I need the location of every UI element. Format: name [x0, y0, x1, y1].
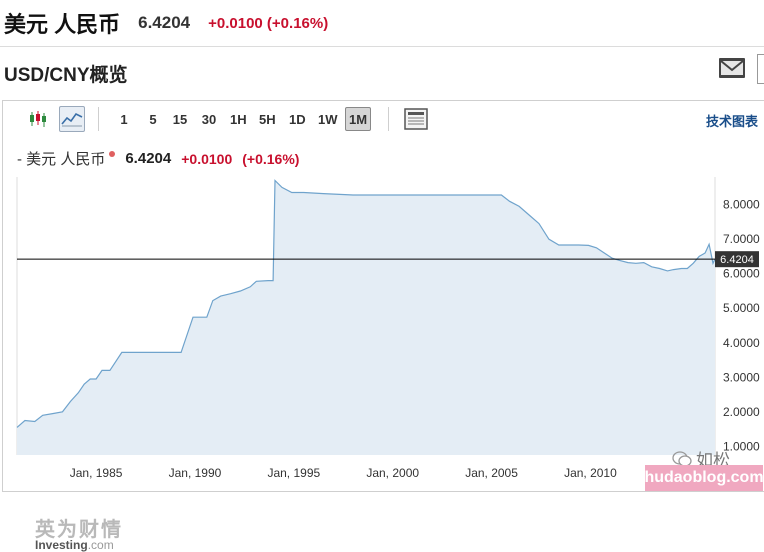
y-tick-label: 7.0000 [723, 232, 760, 246]
header-divider [0, 46, 764, 47]
x-tick-label: Jan, 1990 [169, 466, 222, 480]
wechat-icon [672, 450, 692, 467]
toolbar-separator [388, 107, 389, 131]
mail-icon[interactable] [718, 55, 746, 81]
pair-title: 美元 人民币 [4, 12, 121, 37]
legend-change-pct: (+0.16%) [242, 150, 300, 167]
x-tick-label: Jan, 1985 [70, 466, 123, 480]
quote-header: 美元 人民币 6.4204 +0.0100 (+0.16%) [0, 0, 764, 46]
y-tick-label: 1.0000 [723, 439, 760, 453]
timeframe-1d[interactable]: 1D [289, 111, 306, 127]
line-chart-icon[interactable] [59, 106, 85, 132]
current-price-label: 6.4204 [720, 254, 754, 266]
timeframe-1w[interactable]: 1W [318, 111, 338, 127]
chart-panel: 1 5 15 30 1H 5H 1D 1W 1M 技术图表 - 美元 人民币 6… [2, 100, 764, 552]
timeframe-15[interactable]: 15 [172, 111, 188, 127]
live-dot-icon [109, 150, 116, 157]
y-tick-label: 3.0000 [723, 370, 760, 384]
series-area [17, 180, 715, 455]
timeframe-1h[interactable]: 1H [230, 111, 247, 127]
overview-title: USD/CNY概览 [4, 65, 128, 86]
price-chart[interactable]: 6.4204 1.0000 2.0000 3.0000 4.0000 5.0000 6.00… [3, 101, 763, 491]
candlestick-chart-icon[interactable] [25, 106, 51, 132]
header-price: 6.4204 [138, 13, 191, 32]
series-line [16, 179, 716, 428]
x-tick-label: Jan, 2005 [465, 466, 518, 480]
timeframe-5h[interactable]: 5H [259, 111, 276, 127]
watermark-en-text: Investing.com [35, 538, 114, 552]
x-tick-label: Jan, 1995 [267, 466, 320, 480]
share-button-edge[interactable] [757, 54, 764, 84]
chart-settings-icon[interactable] [403, 106, 429, 132]
y-tick-label: 6.0000 [723, 267, 760, 281]
blog-watermark: hudaoblog.com [644, 465, 764, 491]
timeframe-1m[interactable]: 1M [345, 107, 372, 131]
y-tick-label: 4.0000 [723, 336, 760, 350]
timeframe-30[interactable]: 30 [201, 111, 217, 127]
y-tick-label: 5.0000 [723, 301, 760, 315]
tech-chart-link[interactable]: 技术图表 [706, 114, 759, 129]
timeframe-5[interactable]: 5 [149, 111, 157, 127]
x-tick-label: Jan, 2000 [366, 466, 419, 480]
chart-toolbar: 1 5 15 30 1H 5H 1D 1W 1M 技术图表 [3, 101, 764, 137]
legend-price: 6.4204 [125, 150, 172, 167]
investing-watermark: 英为财情 Investing.com [35, 513, 123, 552]
legend-change: +0.0100 [181, 150, 233, 167]
current-price-tag [715, 251, 759, 268]
chart-legend: - 美元 人民币 6.4204 +0.0100 (+0.16%) [17, 148, 299, 169]
overview-bar: USD/CNY概览 [0, 50, 764, 94]
header-change: +0.0100 (+0.16%) [208, 14, 329, 32]
timeframe-1[interactable]: 1 [120, 111, 128, 127]
y-tick-label: 8.0000 [723, 198, 760, 212]
x-tick-label: Jan, 2010 [564, 466, 617, 480]
legend-series-name: - 美元 人民币 [17, 151, 106, 168]
toolbar-separator [98, 107, 99, 131]
y-tick-label: 2.0000 [723, 405, 760, 419]
